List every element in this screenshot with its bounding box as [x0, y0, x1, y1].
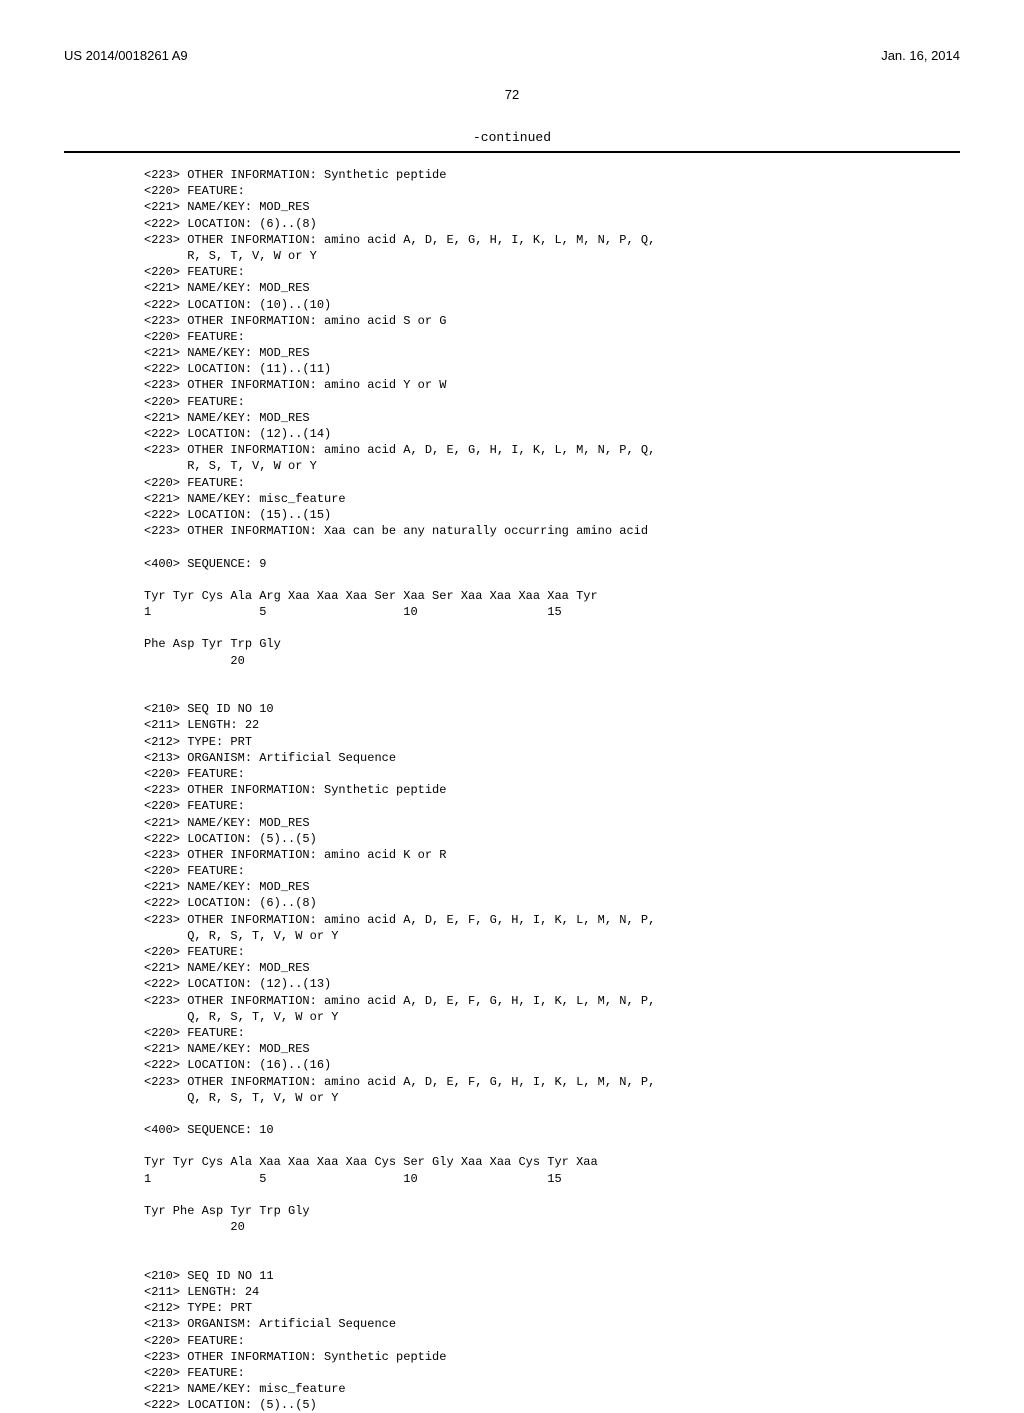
section-divider: [64, 151, 960, 153]
publication-date: Jan. 16, 2014: [881, 48, 960, 63]
patent-number: US 2014/0018261 A9: [64, 48, 188, 63]
continued-label: -continued: [64, 130, 960, 145]
sequence-listing: <223> OTHER INFORMATION: Synthetic pepti…: [144, 167, 960, 1413]
page-number: 72: [64, 87, 960, 102]
page-header: US 2014/0018261 A9 Jan. 16, 2014: [64, 48, 960, 63]
